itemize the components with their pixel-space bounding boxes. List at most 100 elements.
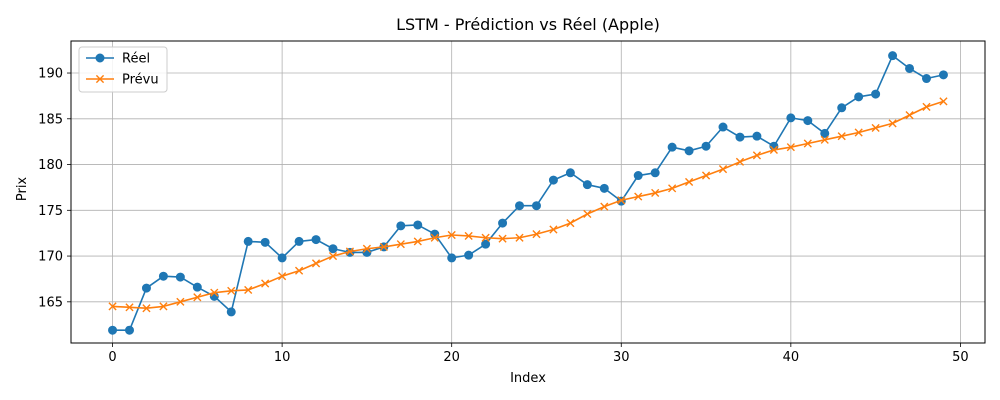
data-point: [158, 271, 168, 281]
data-point: [175, 272, 185, 282]
data-point: [260, 237, 270, 247]
ticks: 0 10 20 30 40 50 165 170 175 180 185 190: [38, 67, 969, 365]
data-point: [786, 113, 796, 123]
data-point: [820, 135, 829, 144]
data-point: [362, 244, 371, 253]
plot-frame: [70, 40, 986, 344]
x-tick-label: 0: [108, 350, 116, 365]
legend: Réel Prévu: [78, 46, 168, 93]
data-point: [379, 242, 388, 252]
data-point: [108, 325, 118, 335]
data-point: [141, 283, 151, 293]
data-point: [718, 165, 728, 174]
data-point: [617, 196, 626, 205]
data-point: [769, 145, 778, 154]
data-point: [515, 233, 524, 242]
data-point: [583, 209, 592, 219]
data-point: [922, 102, 931, 111]
data-point: [854, 128, 863, 137]
series-line: [112, 100, 944, 310]
data-point: [938, 70, 948, 80]
data-point: [464, 231, 473, 241]
x-tick-label: 50: [952, 350, 969, 365]
data-point: [227, 286, 236, 295]
data-point: [701, 171, 711, 180]
legend-marker: [95, 74, 105, 84]
data-point: [718, 122, 728, 132]
data-point: [261, 279, 270, 288]
data-point: [735, 157, 745, 166]
data-point: [244, 285, 253, 295]
data-point: [735, 132, 745, 142]
data-point: [921, 74, 931, 84]
data-point: [311, 235, 321, 245]
data-point: [531, 201, 541, 211]
data-point: [752, 131, 762, 141]
legend-label: Prévu: [122, 73, 159, 88]
data-point: [447, 253, 457, 263]
data-point: [905, 63, 915, 73]
data-point: [243, 236, 253, 246]
data-point: [345, 247, 355, 256]
data-point: [820, 128, 830, 138]
data-point: [311, 259, 321, 268]
data-point: [600, 202, 609, 211]
data-point: [481, 233, 490, 242]
data-point: [854, 92, 864, 102]
data-point: [294, 266, 304, 275]
x-axis-label: Index: [510, 371, 546, 386]
data-point: [905, 111, 914, 120]
grid: [71, 41, 985, 343]
series-layer: [108, 51, 948, 335]
legend-label: Réel: [122, 52, 150, 67]
data-point: [633, 171, 643, 181]
data-point: [193, 293, 202, 302]
data-point: [939, 97, 948, 106]
data-point: [532, 230, 541, 239]
x-tick-label: 40: [783, 350, 800, 365]
data-point: [837, 103, 847, 113]
data-point: [634, 192, 643, 201]
data-point: [871, 123, 880, 133]
data-point: [210, 288, 219, 297]
data-point: [413, 237, 422, 246]
y-axis-label: Prix: [15, 177, 30, 202]
data-point: [888, 51, 898, 61]
data-point: [515, 201, 525, 211]
data-point: [549, 225, 558, 234]
data-point: [447, 230, 456, 240]
data-point: [685, 177, 694, 187]
y-tick-label: 175: [38, 204, 63, 219]
data-point: [159, 302, 168, 311]
data-point: [498, 218, 508, 228]
x-tick-label: 10: [274, 350, 291, 365]
y-tick-label: 170: [38, 250, 63, 265]
data-point: [701, 141, 711, 151]
data-point: [837, 132, 846, 141]
data-point: [684, 146, 694, 156]
data-point: [667, 142, 677, 152]
y-tick-label: 180: [38, 158, 63, 173]
data-point: [278, 272, 287, 281]
data-point: [599, 183, 609, 193]
data-point: [668, 184, 677, 193]
data-point: [481, 239, 491, 249]
data-point: [125, 303, 134, 312]
data-point: [277, 253, 287, 263]
data-point: [651, 188, 660, 198]
data-point: [226, 307, 236, 317]
data-point: [548, 175, 558, 185]
data-point: [413, 220, 423, 230]
data-point: [142, 304, 151, 313]
series-2: [108, 97, 948, 313]
data-point: [192, 282, 202, 292]
data-point: [650, 168, 660, 178]
x-tick-label: 30: [613, 350, 630, 365]
data-point: [582, 180, 592, 190]
data-point: [871, 89, 881, 99]
data-point: [176, 297, 185, 306]
y-tick-label: 185: [38, 112, 63, 127]
data-point: [430, 233, 439, 242]
data-point: [803, 139, 812, 148]
